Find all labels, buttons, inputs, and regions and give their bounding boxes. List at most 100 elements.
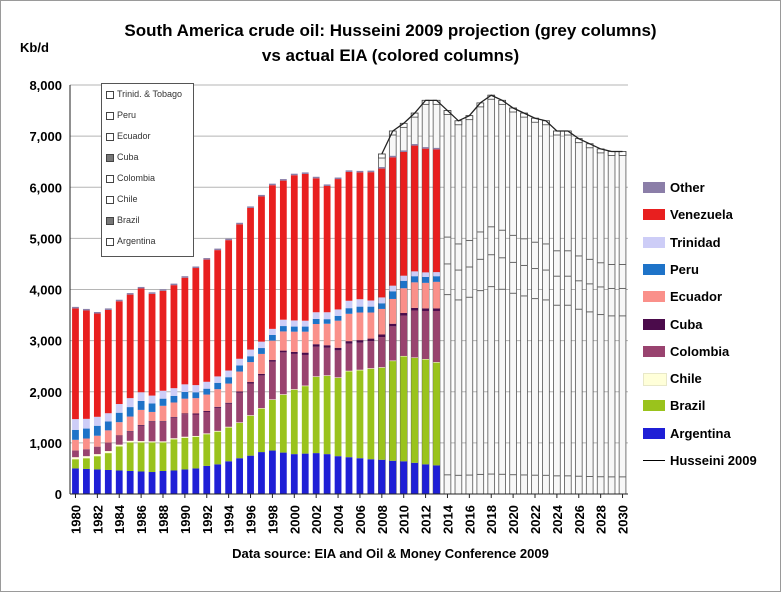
bar-trinidad [236,358,243,366]
bar-colombia [72,450,79,458]
bar-trinidad [192,385,200,393]
bar-peru [279,326,287,332]
bar-colombia [181,414,189,437]
bar-trinidad [93,416,101,426]
bar-cuba [247,382,254,384]
bar-chile [93,454,101,457]
bar-colombia [356,342,364,370]
bar-cuba [258,373,265,376]
bar-venezuela [93,313,101,417]
bar-venezuela [225,240,233,371]
bar-other [356,170,364,173]
bar-venezuela [323,185,331,313]
bar-argentina [356,458,364,494]
y-tick-label: 5,000 [29,231,62,246]
bar-ecuador [356,312,364,341]
bar-colombia [279,352,287,395]
legend-label: Brazil [670,398,706,414]
bar-venezuela [334,179,342,310]
bar-brazil [356,370,364,459]
scanned-legend-box: Trinid. & Tobago Peru Ecuador Cuba Colombia C… [101,83,194,257]
bar-trinidad [72,419,79,430]
bar-ecuador [258,353,265,374]
bar-chile [214,430,222,432]
bar-other [378,167,386,169]
bar-peru [367,306,375,313]
x-tick-label: 1996 [244,505,259,534]
bar-ecuador [83,438,90,450]
bar-peru [290,326,298,332]
chart-subtitle: vs actual EIA (colored columns) [261,46,520,65]
bar-other [170,283,178,286]
bar-argentina [137,471,145,494]
bar-trinidad [356,299,364,307]
legend-label: Ecuador [670,289,723,305]
bar-cuba [214,406,222,408]
bar-ecuador [334,320,342,348]
x-tick-label: 1982 [90,505,105,534]
bar-trinidad [148,395,156,404]
bar-colombia [203,411,211,434]
bar-venezuela [170,285,178,389]
bar-peru [236,365,243,372]
bar-chile [170,438,178,440]
bar-ecuador [72,439,79,451]
scanned-legend-swatch [106,195,114,204]
bar-other [225,238,233,241]
scanned-legend-swatch [106,216,114,225]
bar-venezuela [433,149,440,273]
bar-colombia [378,337,386,368]
bar-venezuela [301,173,309,321]
bar-argentina [323,454,331,494]
projection-bar [520,112,528,495]
bar-brazil [400,356,408,462]
bar-ecuador [378,308,386,335]
bar-venezuela [104,309,112,414]
bar-trinidad [334,309,342,316]
bar-argentina [192,468,200,494]
bar-venezuela [181,277,189,385]
bar-colombia [247,383,254,416]
bar-other [236,222,243,225]
bar-colombia [148,421,156,442]
bar-ecuador [411,282,419,308]
bar-brazil [72,459,79,469]
projection-bar [531,117,539,495]
bar-cuba [225,402,233,404]
bar-ecuador [148,411,156,422]
bar-venezuela [126,294,134,399]
scanned-legend-label: Ecuador [117,131,151,141]
bar-other [115,299,123,302]
bar-chile [378,367,386,368]
x-tick-label: 2020 [506,505,521,534]
bar-chile [269,399,276,400]
scanned-legend-label: Cuba [117,152,139,162]
bar-peru [225,377,233,384]
bar-venezuela [312,178,320,313]
bar-ecuador [301,331,309,353]
bar-cuba [334,347,342,351]
bar-cuba [367,338,375,342]
bar-ecuador [126,416,134,432]
bar-chile [312,376,320,377]
bar-chile [290,389,298,390]
bar-argentina [72,468,79,494]
bar-brazil [301,386,309,454]
bar-cuba [126,431,134,432]
bar-trinidad [279,319,287,327]
bar-peru [192,392,200,399]
bar-colombia [104,442,112,452]
bar-trinidad [214,376,222,383]
scanned-legend-label: Argentina [117,236,156,246]
scanned-legend-label: Brazil [117,215,140,225]
bar-other [148,292,156,294]
bar-cuba [312,344,320,347]
bar-chile [323,375,331,376]
legend-label: Husseini 2009 [670,453,757,468]
bar-venezuela [203,259,211,382]
bar-brazil [236,422,243,459]
x-tick-label: 2006 [353,505,368,534]
bar-other [258,194,265,197]
bar-ecuador [400,288,408,314]
bar-trinidad [137,392,145,401]
